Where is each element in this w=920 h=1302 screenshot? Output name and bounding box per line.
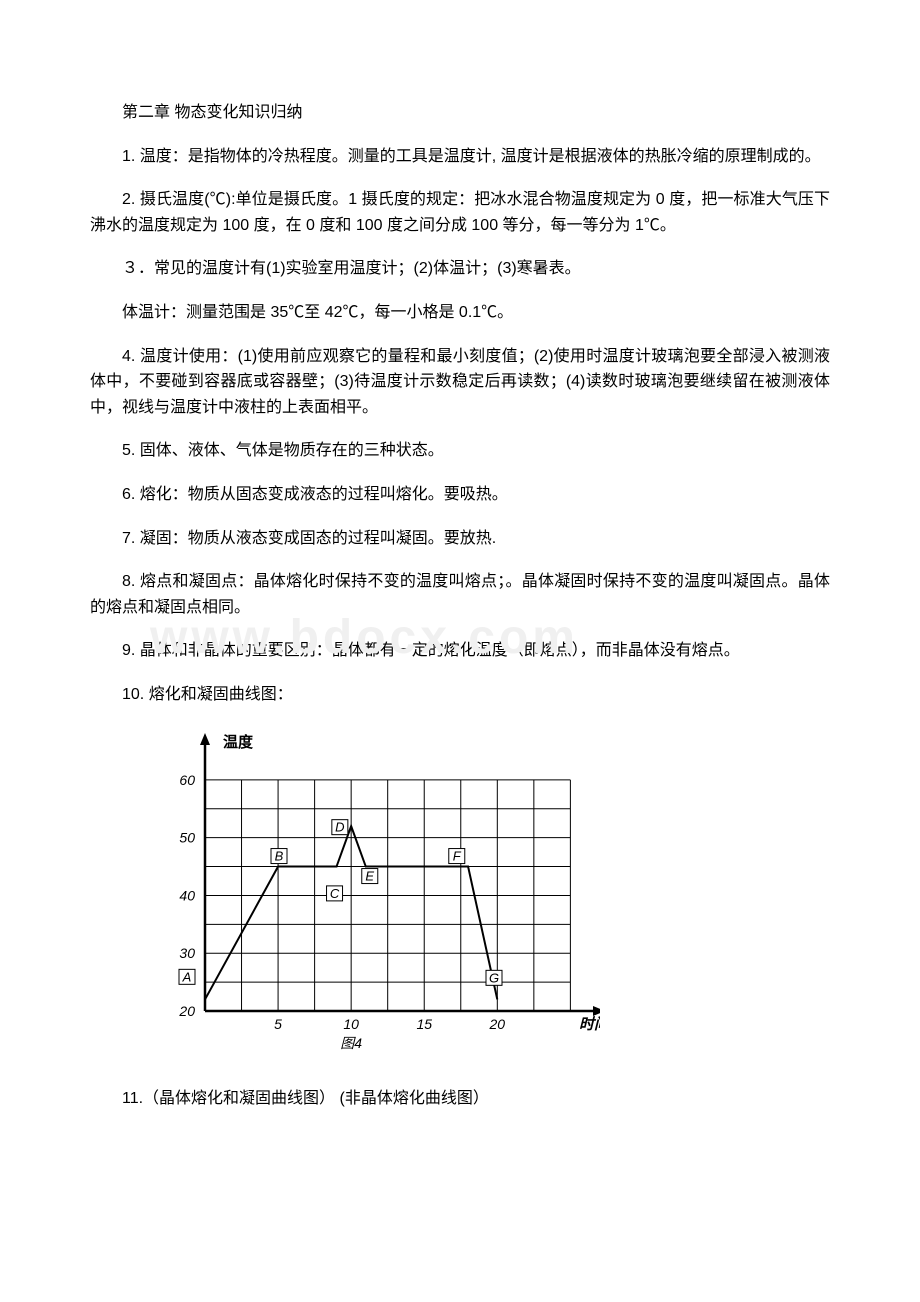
melting-solidification-chart: 20 30 40 50 60 5 10 15 20 温度时间 A B C D E F G 图4 xyxy=(150,726,830,1056)
svg-text:10: 10 xyxy=(343,1016,359,1032)
para-7: 6. 熔化：物质从固态变成液态的过程叫熔化。要吸热。 xyxy=(90,482,830,508)
svg-text:30: 30 xyxy=(179,945,195,961)
para-3: ３．常见的温度计有(1)实验室用温度计；(2)体温计；(3)寒暑表。 xyxy=(90,256,830,282)
para-9: 8. 熔点和凝固点：晶体熔化时保持不变的温度叫熔点；。晶体凝固时保持不变的温度叫… xyxy=(90,569,830,620)
svg-text:20: 20 xyxy=(489,1016,506,1032)
chart-svg: 20 30 40 50 60 5 10 15 20 温度时间 A B C D E F G 图4 xyxy=(150,726,600,1056)
svg-text:时间: 时间 xyxy=(579,1016,600,1033)
svg-text:50: 50 xyxy=(179,829,195,845)
para-11: 10. 熔化和凝固曲线图： xyxy=(90,682,830,708)
svg-text:5: 5 xyxy=(274,1016,282,1032)
para-6: 5. 固体、液体、气体是物质存在的三种状态。 xyxy=(90,438,830,464)
svg-text:B: B xyxy=(275,848,284,863)
para-2: 2. 摄氏温度(℃):单位是摄氏度。1 摄氏度的规定：把冰水混合物温度规定为 0… xyxy=(90,187,830,238)
svg-text:60: 60 xyxy=(179,771,195,787)
svg-text:G: G xyxy=(489,970,499,985)
para-1: 1. 温度：是指物体的冷热程度。测量的工具是温度计, 温度计是根据液体的热胀冷缩… xyxy=(90,144,830,170)
svg-text:C: C xyxy=(330,885,340,900)
svg-text:15: 15 xyxy=(416,1016,432,1032)
svg-text:温度: 温度 xyxy=(223,733,254,751)
para-4: 体温计：测量范围是 35℃至 42℃，每一小格是 0.1℃。 xyxy=(90,300,830,326)
svg-text:40: 40 xyxy=(179,887,195,903)
para-8: 7. 凝固：物质从液态变成固态的过程叫凝固。要放热. xyxy=(90,526,830,552)
svg-text:图4: 图4 xyxy=(340,1035,362,1051)
svg-text:20: 20 xyxy=(178,1003,195,1019)
para-12: 11.（晶体熔化和凝固曲线图） (非晶体熔化曲线图） xyxy=(90,1086,830,1112)
para-10: 9. 晶体和非晶体的重要区别：晶体都有一定的熔化温度（即熔点），而非晶体没有熔点… xyxy=(90,638,830,664)
chapter-title: 第二章 物态变化知识归纳 xyxy=(90,100,830,126)
svg-text:F: F xyxy=(453,848,462,863)
svg-text:A: A xyxy=(182,969,192,984)
para-5: 4. 温度计使用：(1)使用前应观察它的量程和最小刻度值；(2)使用时温度计玻璃… xyxy=(90,344,830,421)
svg-text:E: E xyxy=(365,868,374,883)
svg-text:D: D xyxy=(335,819,344,834)
